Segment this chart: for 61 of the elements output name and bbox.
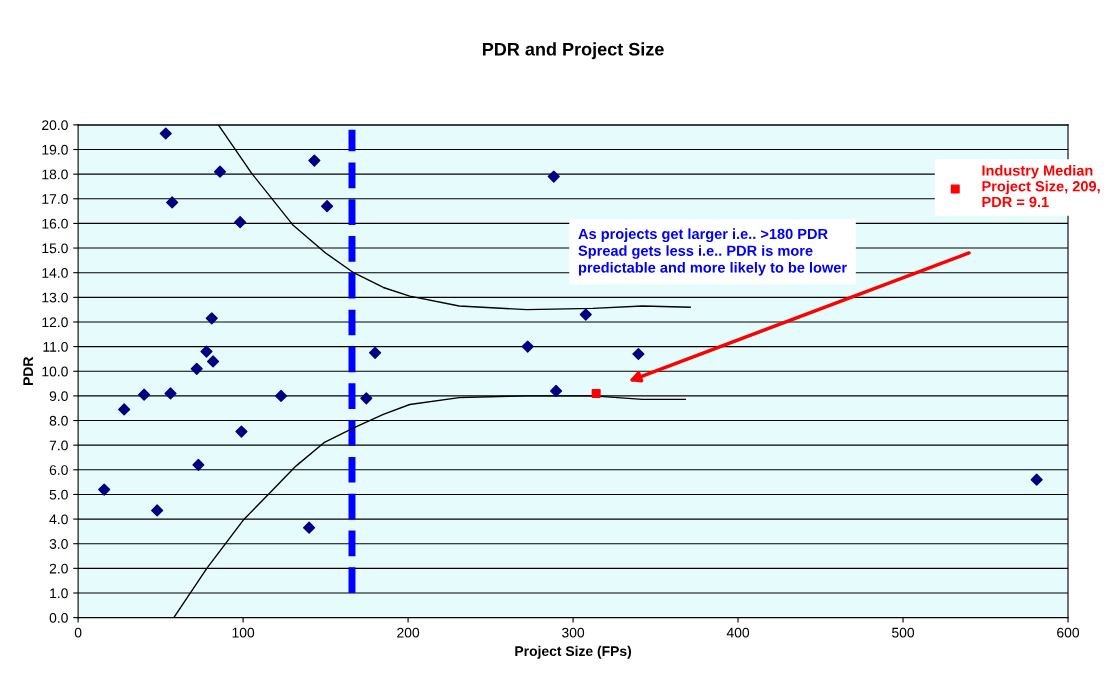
x-tick-label: 0 [74,627,82,638]
y-tick-label: 10.0 [42,366,68,377]
y-tick-label: 18.0 [42,169,68,180]
point [98,483,111,496]
x-tick-label: 300 [562,627,585,638]
point [190,362,203,375]
point [151,504,164,517]
point [164,387,177,400]
y-tick-label: 9.0 [49,391,68,402]
y-tick-label: 15.0 [42,243,68,254]
point [591,388,601,398]
point [200,345,213,358]
y-tick-label: 20.0 [42,120,68,131]
y-tick-label: 2.0 [49,563,68,574]
point [192,458,205,471]
legend-label: Industry Median Project Size, 209, PDR = 9.1 [982,165,1100,208]
y-tick-label: 4.0 [49,514,68,525]
y-tick-label: 19.0 [42,144,68,155]
point [205,312,218,325]
point [632,347,645,361]
y-tick-label: 12.0 [42,317,68,328]
y-tick-label: 14.0 [42,268,68,278]
point [166,196,179,209]
point [303,521,316,534]
point [547,170,560,183]
y-tick-label: 8.0 [49,415,68,426]
annotation: As projects get larger i.e.. >180 PDR Spread gets less i.e.. PDR is more predictable and more likely to be lower [578,228,847,276]
y-axis-title: PDR [23,356,33,385]
y-tick-label: 5.0 [49,489,68,500]
x-tick-label: 100 [232,627,255,638]
x-axis-title: Project Size (FPs) [515,645,632,659]
point [321,200,334,213]
y-tick-label: 7.0 [49,440,68,451]
point [159,127,172,140]
point [579,308,592,321]
y-tick-label: 11.0 [43,341,68,352]
point [207,355,220,368]
point [549,384,563,398]
point [1030,473,1043,486]
point [138,388,151,401]
point [274,389,288,402]
point [118,403,131,416]
point [235,425,248,438]
y-tick-label: 13.0 [42,292,68,303]
x-tick-label: 500 [892,627,915,638]
point [369,346,382,359]
point [213,165,227,178]
y-tick-label: 17.0 [42,194,68,204]
x-tick-label: 400 [726,627,750,638]
y-tick-label: 3.0 [49,539,68,549]
point [521,340,534,353]
x-tick-label: 600 [1057,627,1080,638]
point [360,392,373,405]
y-tick-label: 6.0 [49,465,68,475]
chart-title: PDR and Project Size [482,42,664,60]
point [234,216,247,229]
y-tick-label: 1.0 [50,588,68,599]
x-tick-label: 200 [397,627,420,638]
y-tick-label: 0.0 [49,612,68,623]
point [308,154,321,167]
y-tick-label: 16.0 [42,218,68,229]
